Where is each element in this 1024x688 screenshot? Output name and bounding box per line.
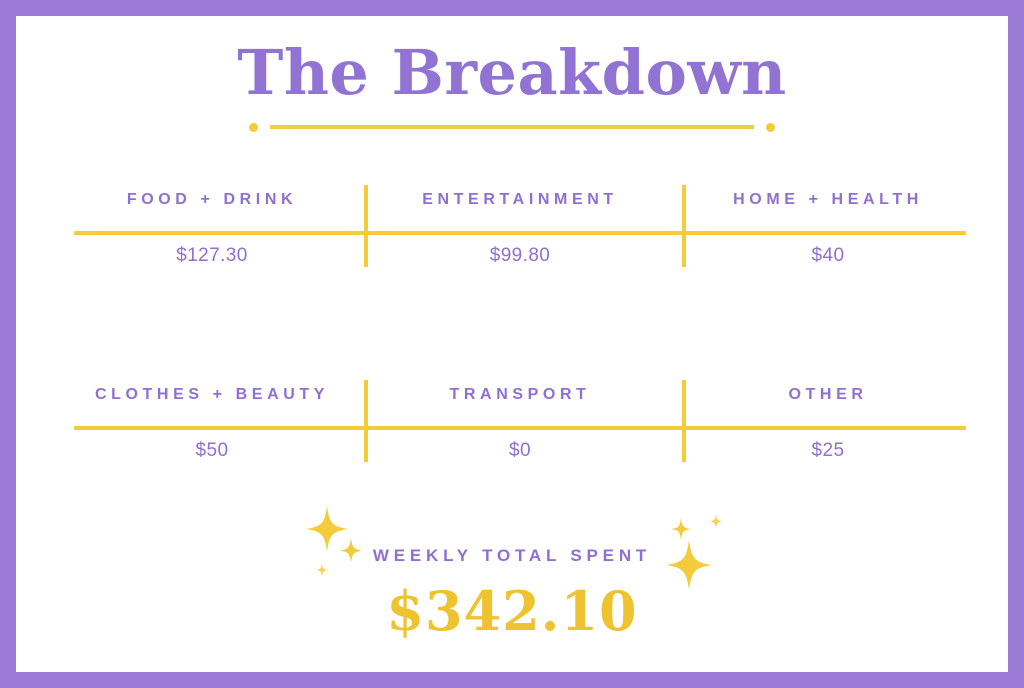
breakdown-cell-food-drink: FOOD + DRINK $127.30 bbox=[58, 185, 366, 267]
row-underline bbox=[74, 231, 966, 235]
poster-canvas: The Breakdown FOOD + DRINK $127.30 ENTER… bbox=[16, 16, 1008, 672]
category-label: OTHER bbox=[788, 386, 868, 403]
breakdown-cell-clothes-beauty: CLOTHES + BEAUTY $50 bbox=[58, 380, 366, 462]
divider-line bbox=[270, 125, 754, 129]
category-label: HOME + HEALTH bbox=[733, 191, 923, 208]
category-amount: $99.80 bbox=[489, 245, 551, 266]
total-block: WEEKLY TOTAL SPENT $342.10 bbox=[16, 498, 1008, 638]
total-amount: $342.10 bbox=[386, 579, 638, 643]
page-title: The Breakdown bbox=[237, 36, 787, 109]
category-amount: $127.30 bbox=[176, 245, 248, 266]
column-divider bbox=[364, 185, 368, 267]
category-amount: $50 bbox=[195, 440, 229, 461]
title-divider bbox=[16, 120, 1008, 134]
row-underline bbox=[74, 426, 966, 430]
breakdown-cell-entertainment: ENTERTAINMENT $99.80 bbox=[366, 185, 674, 267]
column-divider bbox=[682, 380, 686, 462]
column-divider bbox=[364, 380, 368, 462]
breakdown-cell-other: OTHER $25 bbox=[674, 380, 982, 462]
divider-dot-left-icon bbox=[249, 122, 258, 132]
breakdown-cell-home-health: HOME + HEALTH $40 bbox=[674, 185, 982, 267]
category-label: CLOTHES + BEAUTY bbox=[94, 386, 330, 403]
divider-dot-right-icon bbox=[766, 122, 775, 132]
total-label-wrap: WEEKLY TOTAL SPENT bbox=[305, 498, 724, 588]
breakdown-row: FOOD + DRINK $127.30 ENTERTAINMENT $99.8… bbox=[58, 185, 982, 267]
category-label: TRANSPORT bbox=[449, 386, 591, 403]
category-label: FOOD + DRINK bbox=[126, 191, 298, 208]
total-label: WEEKLY TOTAL SPENT bbox=[372, 546, 652, 565]
column-divider bbox=[682, 185, 686, 267]
category-amount: $40 bbox=[811, 245, 845, 266]
breakdown-cell-transport: TRANSPORT $0 bbox=[366, 380, 674, 462]
category-amount: $0 bbox=[509, 440, 531, 461]
title-block: The Breakdown bbox=[16, 42, 1008, 104]
category-label: ENTERTAINMENT bbox=[422, 191, 618, 208]
breakdown-row: CLOTHES + BEAUTY $50 TRANSPORT $0 OTHER … bbox=[58, 380, 982, 462]
category-amount: $25 bbox=[811, 440, 845, 461]
